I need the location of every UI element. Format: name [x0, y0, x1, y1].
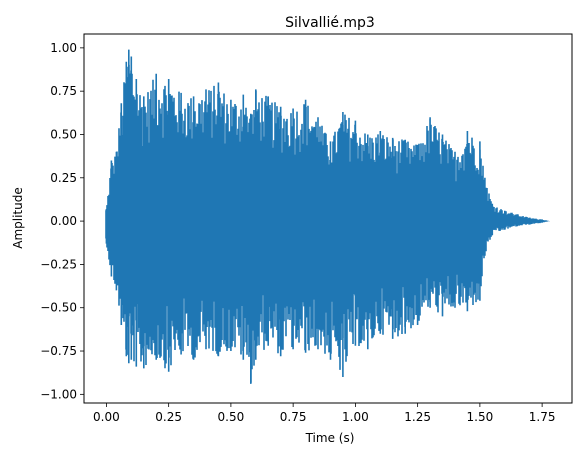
y-axis: 1.00 0.75 0.50 0.25 0.00 −0.25 −0.50 −0.75 −1.00	[40, 41, 84, 401]
y-axis-label: Amplitude	[11, 187, 25, 249]
chart-title: Silvallié.mp3	[285, 15, 375, 31]
y-tick-label: −0.50	[40, 301, 77, 315]
y-tick-label: 0.25	[50, 171, 77, 185]
x-tick-label: 0.50	[218, 410, 245, 424]
x-tick-label: 0.25	[155, 410, 182, 424]
x-tick-label: 1.75	[529, 410, 556, 424]
y-tick-label: 0.00	[50, 214, 77, 228]
y-tick-label: −0.25	[40, 257, 77, 271]
y-tick-label: 0.75	[50, 84, 77, 98]
y-tick-label: 0.50	[50, 127, 77, 141]
x-tick-label: 0.00	[93, 410, 120, 424]
x-tick-label: 1.25	[404, 410, 431, 424]
y-tick-label: −0.75	[40, 344, 77, 358]
waveform-series-0	[105, 49, 550, 384]
x-axis: 0.00 0.25 0.50 0.75 1.00 1.25 1.50 1.75	[93, 403, 555, 424]
x-axis-label: Time (s)	[305, 431, 355, 445]
y-tick-label: 1.00	[50, 41, 77, 55]
x-tick-label: 1.50	[467, 410, 494, 424]
x-tick-label: 1.00	[342, 410, 369, 424]
plot-frame	[83, 33, 573, 404]
y-tick-label: −1.00	[40, 387, 77, 401]
x-tick-label: 0.75	[280, 410, 307, 424]
plot-content	[105, 49, 550, 384]
